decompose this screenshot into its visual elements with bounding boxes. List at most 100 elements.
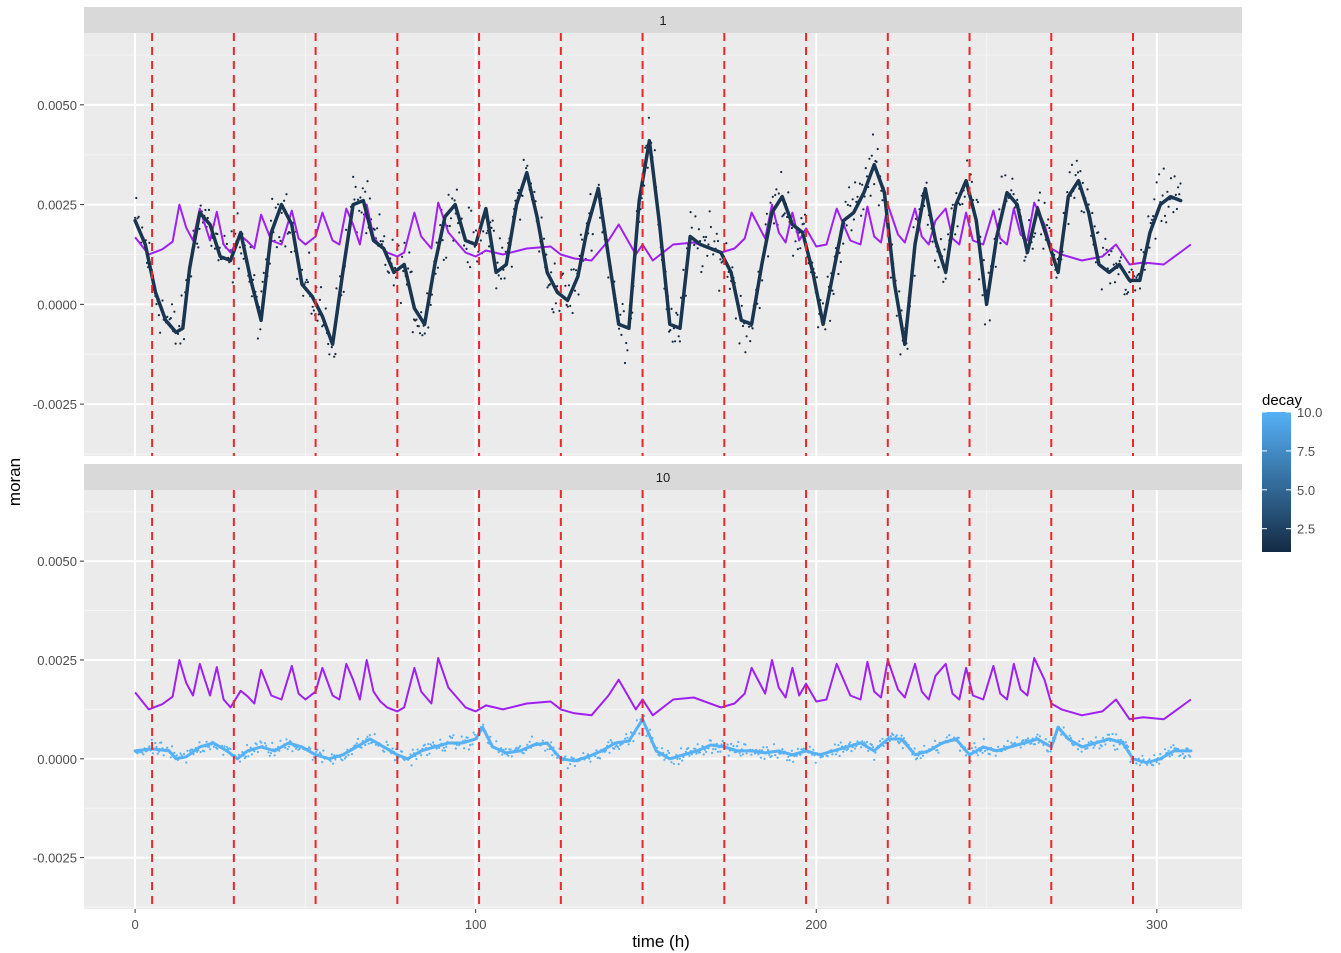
data-point: [769, 201, 772, 204]
data-point: [175, 754, 178, 757]
data-point: [1044, 738, 1047, 741]
data-point: [575, 269, 578, 272]
data-point: [1118, 743, 1121, 746]
data-point: [1189, 755, 1192, 758]
data-point: [284, 245, 287, 248]
data-point: [619, 313, 622, 316]
data-point: [694, 747, 697, 751]
data-point: [955, 192, 958, 195]
data-point: [1082, 211, 1086, 214]
data-point: [865, 740, 869, 744]
data-point: [267, 751, 270, 754]
data-point: [921, 754, 925, 757]
data-point: [441, 239, 444, 242]
data-point: [455, 188, 458, 191]
data-point: [873, 183, 876, 186]
data-point: [471, 743, 474, 746]
data-point: [173, 751, 176, 754]
data-point: [703, 239, 707, 242]
data-point: [709, 739, 713, 742]
data-point: [802, 747, 805, 750]
data-point: [445, 256, 448, 259]
data-point: [898, 290, 901, 293]
data-point: [850, 229, 853, 232]
data-point: [319, 286, 323, 289]
data-point: [352, 175, 355, 178]
data-point: [618, 327, 621, 330]
data-point: [906, 347, 909, 350]
data-point: [1160, 219, 1163, 223]
data-point: [942, 280, 945, 283]
data-point: [169, 756, 172, 759]
data-point: [474, 229, 478, 232]
data-point: [620, 333, 623, 336]
data-point: [937, 751, 940, 754]
data-point: [141, 751, 144, 754]
data-point: [694, 215, 697, 218]
data-point: [1093, 225, 1096, 228]
data-point: [249, 746, 252, 749]
data-point: [868, 157, 871, 160]
data-point: [1094, 261, 1097, 264]
data-point: [970, 180, 974, 183]
data-point: [347, 754, 350, 757]
data-point: [1030, 742, 1033, 745]
data-point: [997, 745, 1000, 748]
data-point: [447, 193, 450, 196]
data-point: [861, 183, 864, 186]
data-point: [157, 314, 160, 317]
data-point: [796, 747, 800, 751]
data-point: [1037, 199, 1040, 202]
data-point: [745, 335, 748, 338]
data-point: [179, 752, 182, 755]
data-point: [210, 244, 213, 247]
data-point: [206, 216, 209, 220]
data-point: [848, 186, 851, 189]
data-point: [1043, 201, 1046, 204]
data-point: [473, 733, 476, 736]
data-point: [368, 197, 371, 200]
data-point: [198, 227, 201, 230]
data-point: [1074, 174, 1077, 177]
data-point: [1158, 173, 1161, 176]
data-point: [1047, 218, 1050, 221]
legend: decay 2.5 5.0 7.5 10.0: [1262, 392, 1322, 552]
data-point: [998, 208, 1001, 211]
data-point: [765, 746, 769, 749]
data-point: [360, 211, 363, 214]
data-point: [426, 754, 429, 757]
data-point: [851, 198, 854, 201]
data-point: [485, 232, 488, 235]
data-point: [869, 194, 872, 197]
data-point: [697, 228, 701, 231]
data-point: [956, 225, 959, 228]
data-point: [671, 340, 674, 343]
data-point: [900, 309, 903, 312]
data-point: [1152, 764, 1155, 767]
data-point: [709, 225, 713, 229]
data-point: [1038, 735, 1041, 738]
data-point: [205, 740, 208, 743]
data-point: [1098, 747, 1101, 750]
data-point: [682, 756, 685, 759]
data-point: [1068, 171, 1071, 174]
data-point: [286, 748, 289, 751]
data-point: [1067, 222, 1070, 226]
data-point: [573, 289, 577, 292]
data-point: [1086, 747, 1089, 750]
data-point: [391, 238, 394, 241]
data-point: [1189, 0, 1191, 1]
data-point: [1119, 738, 1122, 741]
data-point: [476, 260, 479, 263]
data-point: [978, 278, 981, 281]
data-point: [721, 739, 724, 743]
data-point: [682, 268, 685, 271]
legend-tick-label: 5.0: [1297, 483, 1315, 498]
data-point: [607, 276, 610, 279]
data-point: [567, 284, 571, 287]
data-point: [870, 154, 873, 157]
data-point: [994, 754, 997, 757]
data-point: [566, 767, 569, 770]
data-point: [255, 743, 258, 746]
data-point: [1181, 752, 1184, 756]
